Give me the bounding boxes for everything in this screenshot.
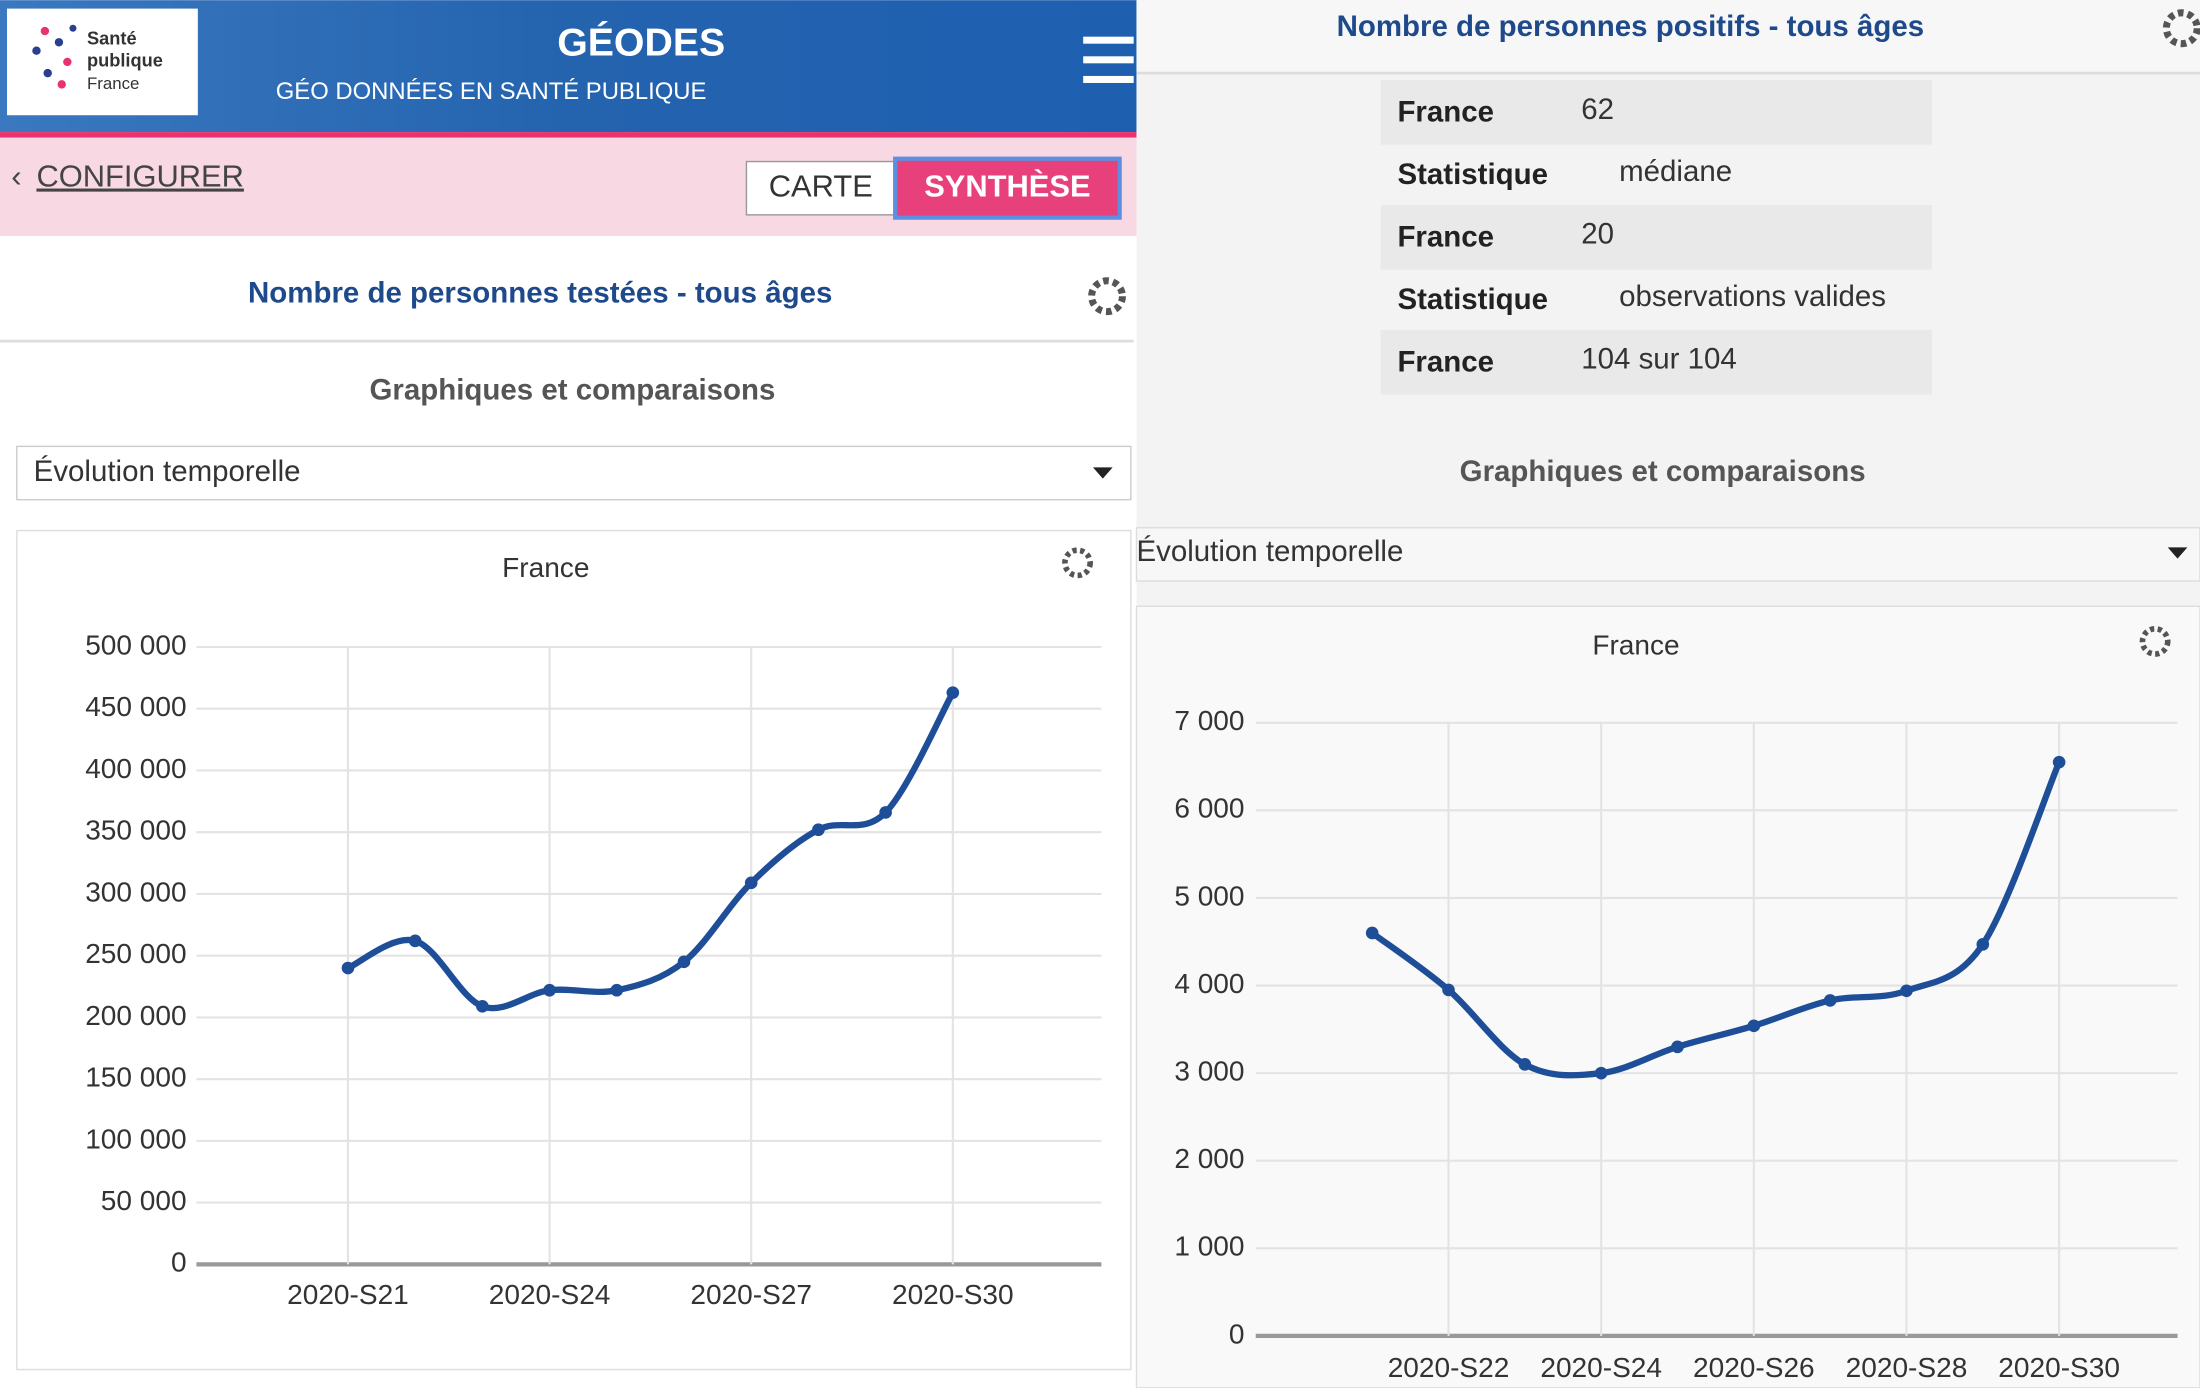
y-tick-label: 200 000 xyxy=(85,1000,186,1031)
y-tick-label: 3 000 xyxy=(1174,1056,1244,1087)
logo-text: France xyxy=(87,74,139,93)
data-point xyxy=(1671,1040,1684,1054)
chart-frame xyxy=(16,529,1132,1371)
x-tick-label: 2020-S24 xyxy=(489,1279,611,1310)
chart-title: France xyxy=(1592,629,1679,660)
table-key: France xyxy=(1397,220,1494,253)
y-tick-label: 7 000 xyxy=(1174,705,1244,736)
x-tick-label: 2020-S24 xyxy=(1540,1352,1662,1383)
chart-frame xyxy=(1135,605,2200,1389)
series-line xyxy=(346,691,956,1012)
app-subtitle: GÉO DONNÉES EN SANTÉ PUBLIQUE xyxy=(276,78,707,105)
y-tick-label: 6 000 xyxy=(1174,793,1244,824)
y-tick-label: 4 000 xyxy=(1174,968,1244,999)
right-header xyxy=(1136,0,2200,74)
select-arrow xyxy=(2167,547,2188,559)
indicator-title: Nombre de personnes testées - tous âges xyxy=(248,277,832,310)
data-point xyxy=(812,823,825,837)
logo-box xyxy=(7,8,198,116)
select-arrow xyxy=(1092,467,1113,479)
data-point xyxy=(408,934,422,948)
y-tick-label: 300 000 xyxy=(85,876,186,907)
back-link[interactable]: CONFIGURER xyxy=(36,159,243,194)
table-value: médiane xyxy=(1619,155,1732,188)
data-point xyxy=(1442,983,1455,997)
chart-settings-icon[interactable] xyxy=(1062,547,1093,579)
select-label[interactable]: Évolution temporelle xyxy=(34,455,301,488)
data-point xyxy=(1518,1058,1532,1071)
section-title: Graphiques et comparaisons xyxy=(1460,455,1866,488)
y-tick-label: 450 000 xyxy=(85,691,186,722)
section-title: Graphiques et comparaisons xyxy=(369,373,775,406)
x-tick-label: 2020-S27 xyxy=(690,1279,812,1310)
data-point xyxy=(610,983,624,997)
logo-text: publique xyxy=(87,50,163,71)
data-point xyxy=(879,806,892,819)
x-tick-label: 2020-S22 xyxy=(1388,1352,1510,1383)
data-point xyxy=(543,983,556,997)
tab-synthese[interactable] xyxy=(893,156,1122,220)
table-row-bg xyxy=(1380,80,1933,145)
settings-icon[interactable] xyxy=(1088,277,1126,316)
y-tick-label: 250 000 xyxy=(85,938,186,969)
data-point xyxy=(1900,984,1913,998)
table-value: 104 sur 104 xyxy=(1581,343,1737,376)
select[interactable] xyxy=(16,445,1132,501)
app-title: GÉODES xyxy=(557,20,725,64)
chart-title: France xyxy=(502,552,589,583)
data-point xyxy=(677,955,691,969)
y-tick-label: 500 000 xyxy=(85,629,186,660)
data-point xyxy=(1365,926,1379,940)
y-tick-label: 400 000 xyxy=(85,753,186,784)
table-row-bg xyxy=(1380,205,1933,270)
table-key: Statistique xyxy=(1397,158,1548,191)
x-tick-label: 2020-S21 xyxy=(287,1279,409,1310)
y-tick-label: 0 xyxy=(1229,1318,1245,1349)
logo-dots xyxy=(32,24,77,89)
tab-carte[interactable] xyxy=(745,160,896,216)
table-key: France xyxy=(1397,96,1494,129)
data-point xyxy=(1976,938,1990,951)
select-label[interactable]: Évolution temporelle xyxy=(1136,535,1403,568)
y-tick-label: 1 000 xyxy=(1174,1231,1244,1262)
y-tick-label: 150 000 xyxy=(85,1062,186,1093)
header-rule xyxy=(0,132,1137,138)
data-point xyxy=(341,961,355,975)
menu-button[interactable] xyxy=(1083,36,1134,83)
table-value: observations valides xyxy=(1619,280,1886,313)
data-point xyxy=(744,876,758,890)
table-key: Statistique xyxy=(1397,283,1548,316)
back-arrow[interactable]: ‹ xyxy=(11,159,21,194)
x-tick-label: 2020-S26 xyxy=(1693,1352,1815,1383)
x-tick-label: 2020-S30 xyxy=(892,1279,1014,1310)
y-tick-label: 5 000 xyxy=(1174,880,1244,911)
settings-icon[interactable] xyxy=(2162,9,2200,48)
y-tick-label: 0 xyxy=(171,1247,187,1278)
data-point xyxy=(1747,1019,1761,1033)
table-row-bg xyxy=(1380,329,1933,395)
data-point xyxy=(946,686,960,699)
y-tick-label: 350 000 xyxy=(85,815,186,846)
stats-table: France 62 Statistique médiane France 20 Statis… xyxy=(1380,80,1933,395)
y-tick-label: 100 000 xyxy=(85,1123,186,1154)
chart-settings-icon[interactable] xyxy=(2139,625,2171,657)
table-key: France xyxy=(1397,345,1494,378)
data-point xyxy=(1594,1066,1608,1080)
x-tick-label: 2020-S30 xyxy=(1998,1352,2120,1383)
tab-label[interactable]: CARTE xyxy=(769,168,873,203)
data-point xyxy=(476,999,489,1013)
tab-label[interactable]: SYNTHÈSE xyxy=(924,168,1090,203)
data-point xyxy=(1823,994,1837,1007)
y-tick-label: 2 000 xyxy=(1174,1143,1244,1174)
select[interactable] xyxy=(1135,527,2200,582)
indicator-title: Nombre de personnes positifs - tous âges xyxy=(1337,10,1925,43)
x-tick-label: 2020-S28 xyxy=(1846,1352,1968,1383)
data-point xyxy=(2052,755,2066,769)
logo-text: Santé xyxy=(87,27,137,48)
table-value: 62 xyxy=(1581,93,1614,126)
table-value: 20 xyxy=(1581,218,1614,251)
y-tick-label: 50 000 xyxy=(101,1185,187,1216)
